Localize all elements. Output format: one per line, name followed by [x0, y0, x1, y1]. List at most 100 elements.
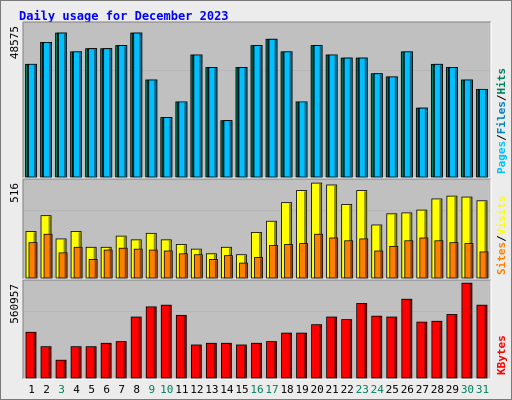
bar-kbytes-22 — [341, 319, 353, 379]
bar-kbytes-1 — [25, 331, 37, 379]
bar-kbytes-9 — [145, 306, 157, 379]
day-label-22: 22 — [341, 383, 354, 396]
bar-pages-5 — [88, 48, 98, 178]
day-label-28: 28 — [431, 383, 444, 396]
bar-kbytes-10 — [160, 304, 172, 379]
bar-sites-16 — [254, 257, 263, 279]
day-label-27: 27 — [416, 383, 429, 396]
bar-kbytes-25 — [386, 316, 398, 379]
bar-sites-19 — [299, 243, 308, 279]
bar-kbytes-24 — [371, 315, 383, 379]
bar-kbytes-31 — [476, 304, 488, 379]
bar-pages-19 — [298, 101, 308, 178]
day-label-30: 30 — [461, 383, 474, 396]
bar-pages-1 — [28, 63, 37, 178]
legend-entry: Pages — [495, 141, 508, 174]
day-label-5: 5 — [88, 383, 95, 396]
day-label-26: 26 — [401, 383, 414, 396]
bar-kbytes-14 — [221, 342, 232, 379]
bar-pages-26 — [403, 51, 413, 178]
bar-pages-10 — [163, 117, 173, 178]
day-label-11: 11 — [175, 383, 188, 396]
bar-pages-22 — [343, 57, 353, 178]
bar-pages-4 — [73, 51, 82, 178]
bar-pages-16 — [253, 45, 263, 178]
legend-entry: / — [495, 94, 508, 101]
bar-pages-13 — [208, 67, 218, 178]
bar-kbytes-28 — [431, 320, 443, 379]
bar-kbytes-7 — [115, 341, 127, 379]
bar-sites-18 — [284, 244, 293, 279]
bar-pages-29 — [449, 67, 458, 178]
bar-sites-5 — [88, 258, 98, 279]
day-label-24: 24 — [371, 383, 385, 396]
bar-kbytes-16 — [251, 342, 262, 379]
bar-sites-21 — [329, 237, 339, 279]
bar-kbytes-29 — [446, 314, 458, 379]
bar-kbytes-2 — [40, 346, 52, 379]
bar-pages-18 — [283, 51, 293, 178]
day-label-25: 25 — [386, 383, 399, 396]
bar-kbytes-12 — [190, 344, 202, 379]
legend-middle: Sites/Visits — [495, 196, 508, 276]
legend-entry: / — [495, 134, 508, 141]
bar-kbytes-5 — [85, 346, 97, 379]
bar-sites-15 — [239, 262, 248, 279]
legend-entry: Files — [495, 101, 508, 134]
day-label-21: 21 — [326, 383, 339, 396]
day-label-8: 8 — [133, 383, 140, 396]
bar-sites-20 — [314, 233, 324, 279]
bar-sites-12 — [193, 254, 203, 279]
bar-kbytes-19 — [296, 332, 307, 379]
day-label-17: 17 — [265, 383, 278, 396]
bar-pages-31 — [479, 88, 488, 178]
bar-kbytes-3 — [55, 359, 67, 379]
day-label-10: 10 — [160, 383, 173, 396]
day-label-29: 29 — [446, 383, 459, 396]
ymax-label-top: 48575 — [8, 26, 21, 59]
bar-sites-10 — [163, 250, 173, 279]
day-label-1: 1 — [28, 383, 35, 396]
bar-sites-30 — [464, 243, 474, 279]
bar-pages-20 — [313, 45, 323, 178]
bar-sites-22 — [344, 240, 354, 279]
bar-sites-3 — [58, 252, 68, 279]
legend-top: Pages/Files/Hits — [495, 68, 508, 174]
bar-sites-8 — [133, 248, 143, 279]
bar-pages-25 — [388, 76, 398, 178]
bar-sites-23 — [359, 238, 369, 279]
bar-pages-17 — [268, 38, 278, 178]
day-label-3: 3 — [58, 383, 65, 396]
day-label-4: 4 — [73, 383, 80, 396]
bar-sites-17 — [269, 245, 278, 279]
legend-entry: Hits — [495, 68, 508, 95]
bar-sites-2 — [43, 233, 53, 279]
bar-sites-26 — [404, 240, 414, 279]
bar-sites-7 — [118, 247, 128, 279]
bar-sites-24 — [374, 250, 384, 279]
bar-pages-23 — [358, 57, 368, 178]
bar-kbytes-13 — [205, 342, 217, 379]
bar-kbytes-8 — [130, 316, 142, 379]
bar-pages-9 — [148, 79, 158, 178]
bar-sites-29 — [449, 242, 459, 279]
bar-kbytes-27 — [416, 321, 428, 379]
bar-sites-13 — [208, 258, 218, 279]
day-label-6: 6 — [103, 383, 110, 396]
day-label-13: 13 — [205, 383, 218, 396]
bar-pages-12 — [193, 54, 203, 178]
legend-entry: Visits — [495, 196, 508, 236]
bar-kbytes-18 — [281, 332, 292, 379]
day-label-18: 18 — [280, 383, 293, 396]
bar-sites-27 — [419, 237, 429, 279]
day-label-12: 12 — [190, 383, 203, 396]
bar-kbytes-15 — [236, 344, 247, 379]
day-label-9: 9 — [148, 383, 155, 396]
bar-pages-21 — [328, 54, 338, 178]
bar-pages-15 — [238, 67, 248, 178]
bar-kbytes-20 — [311, 324, 323, 379]
bar-pages-7 — [118, 45, 128, 178]
bar-kbytes-30 — [461, 282, 473, 379]
bar-pages-11 — [178, 101, 188, 178]
